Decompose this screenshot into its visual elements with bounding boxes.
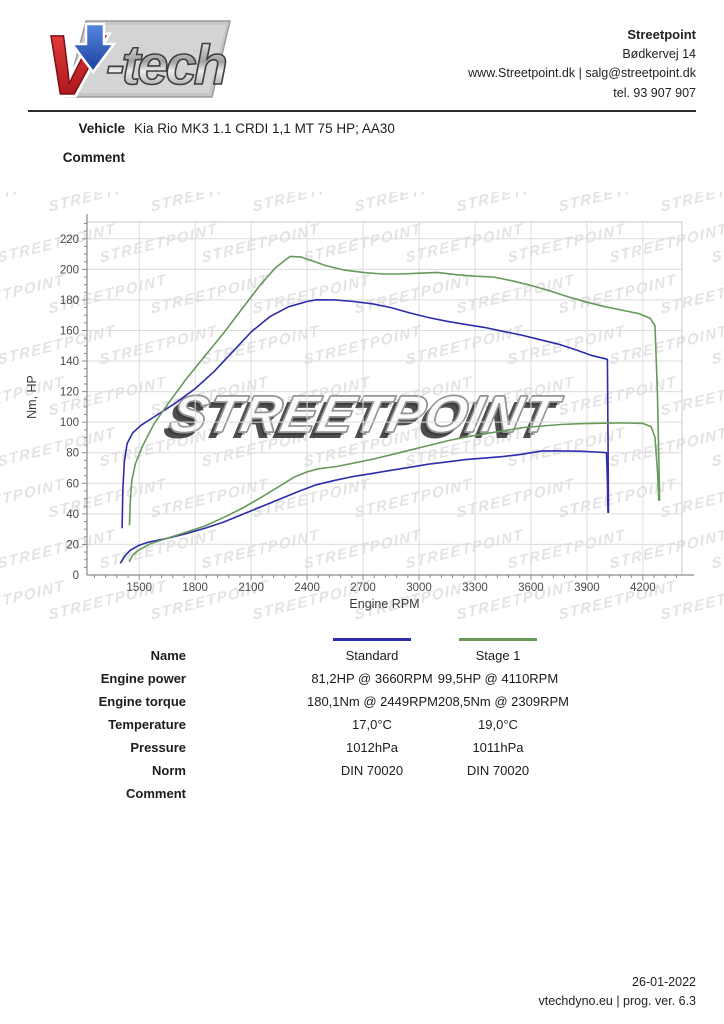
spec-value-standard: 81,2HP @ 3660RPM [311, 671, 433, 686]
svg-text:120: 120 [60, 387, 79, 399]
svg-text:140: 140 [60, 356, 79, 368]
spec-row-norm: Norm DIN 70020 DIN 70020 [0, 759, 724, 782]
axis-ticks [82, 223, 677, 580]
y-axis-title: Nm, HP [25, 375, 39, 419]
chart-canvas: 1500 1800 2100 2400 2700 3000 3300 3600 3900 4200… [25, 214, 694, 611]
legend-line-stage1 [459, 638, 537, 641]
footer-date: 26-01-2022 [632, 975, 696, 989]
spec-label: Comment [126, 786, 186, 801]
spec-value-stage1: 19,0°C [478, 717, 518, 732]
spec-value-standard: Standard [345, 648, 399, 663]
svg-text:4200: 4200 [630, 582, 656, 594]
spec-label: Temperature [108, 717, 186, 732]
curve-standard-nm [121, 299, 610, 529]
svg-text:2700: 2700 [350, 582, 376, 594]
spec-value-stage1: 1011hPa [472, 740, 524, 755]
header-divider [28, 110, 696, 112]
spec-row-temperature: Temperature 17,0°C 19,0°C [0, 713, 724, 736]
vehicle-label: Vehicle [78, 121, 125, 136]
spec-table: Name Standard Stage 1 Engine power 81,2HP @ … [0, 629, 724, 805]
svg-text:3900: 3900 [574, 582, 600, 594]
footer-program: vtechdyno.eu | prog. ver. 6.3 [538, 994, 696, 1008]
spec-row-engine-torque: Engine torque 180,1Nm @ 2449RPM 208,5Nm @ … [0, 690, 724, 713]
svg-text:2400: 2400 [294, 582, 320, 594]
company-phone: tel. 93 907 907 [613, 85, 696, 100]
spec-row-comment: Comment [0, 782, 724, 805]
svg-text:180: 180 [60, 295, 79, 307]
comment-row: Comment [0, 150, 134, 165]
vtech-logo: -tech V V [41, 15, 234, 116]
footer: 26-01-2022 vtechdyno.eu | prog. ver. 6.3 [538, 973, 696, 1011]
svg-text:3600: 3600 [518, 582, 544, 594]
y-tick-labels: 0 20 40 60 80 100 120 140 160 180 200 220 [60, 234, 79, 582]
spec-label: Engine torque [98, 694, 186, 709]
logo-tech-text: -tech [106, 33, 226, 96]
legend-line-standard [333, 638, 411, 641]
spec-value-stage1: 208,5Nm @ 2309RPM [437, 694, 569, 709]
svg-text:1800: 1800 [182, 582, 208, 594]
x-axis-title: Engine RPM [349, 597, 419, 611]
spec-row-engine-power: Engine power 81,2HP @ 3660RPM 99,5HP @ 411… [0, 667, 724, 690]
spec-value-standard: 17,0°C [352, 717, 392, 732]
spec-row-name: Name Standard Stage 1 [0, 644, 724, 667]
dyno-chart: STREETPOINT STREETPOINT STREETPOINT STREETP… [0, 192, 724, 634]
spec-row-pressure: Pressure 1012hPa 1011hPa [0, 736, 724, 759]
vehicle-row: Vehicle Kia Rio MK3 1.1 CRDI 1,1 MT 75 HP… [0, 121, 395, 136]
svg-text:60: 60 [66, 478, 79, 490]
svg-text:20: 20 [66, 539, 79, 551]
curve-stage-1-hp [128, 422, 660, 563]
comment-label: Comment [62, 150, 125, 165]
spec-label: Norm [152, 763, 186, 778]
svg-text:80: 80 [66, 448, 79, 460]
chart-axes [86, 214, 694, 576]
spec-label: Engine power [100, 671, 186, 686]
svg-text:2100: 2100 [238, 582, 264, 594]
svg-text:3300: 3300 [462, 582, 488, 594]
spec-value-stage1: 99,5HP @ 4110RPM [437, 671, 559, 686]
company-name: Streetpoint [627, 27, 696, 42]
svg-text:100: 100 [60, 417, 79, 429]
spec-value-stage1: DIN 70020 [466, 763, 530, 778]
spec-value-standard: 180,1Nm @ 2449RPM [307, 694, 438, 709]
svg-text:220: 220 [60, 234, 79, 246]
curve-stage-1-nm [128, 255, 661, 526]
spec-label: Pressure [130, 740, 186, 755]
spec-label: Name [150, 648, 186, 663]
vtech-logo-graphic: -tech V V [41, 15, 231, 116]
legend-row [0, 629, 724, 644]
plot-border [86, 221, 683, 576]
svg-text:160: 160 [60, 325, 79, 337]
logo-arrow-icon [69, 22, 117, 75]
svg-text:0: 0 [73, 570, 79, 582]
svg-text:3000: 3000 [406, 582, 432, 594]
company-block: Streetpoint Bødkervej 14 www.Streetpoint… [468, 25, 696, 103]
curve-standard-hp [119, 450, 609, 564]
spec-value-standard: DIN 70020 [340, 763, 404, 778]
vehicle-value: Kia Rio MK3 1.1 CRDI 1,1 MT 75 HP; AA30 [134, 121, 395, 136]
chart-grid [87, 222, 682, 575]
x-tick-labels: 1500 1800 2100 2400 2700 3000 3300 3600 3900 4200 [126, 582, 655, 594]
svg-text:200: 200 [60, 264, 79, 276]
svg-text:40: 40 [66, 509, 79, 521]
svg-text:1500: 1500 [126, 582, 152, 594]
spec-value-stage1: Stage 1 [475, 648, 521, 663]
company-web-email: www.Streetpoint.dk | salg@streetpoint.dk [468, 66, 696, 80]
spec-value-standard: 1012hPa [345, 740, 399, 755]
company-address: Bødkervej 14 [622, 46, 696, 61]
